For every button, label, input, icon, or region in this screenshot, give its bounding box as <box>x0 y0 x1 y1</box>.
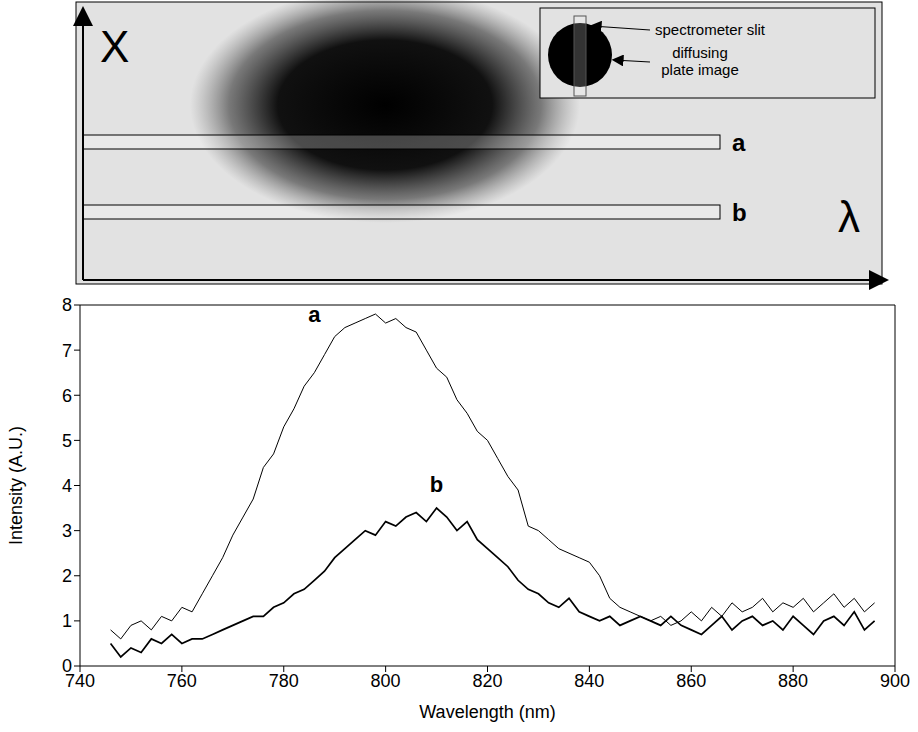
svg-text:6: 6 <box>62 386 72 406</box>
svg-text:0: 0 <box>62 656 72 676</box>
svg-text:b: b <box>430 472 443 497</box>
svg-text:820: 820 <box>472 671 502 691</box>
svg-text:880: 880 <box>778 671 808 691</box>
svg-text:1: 1 <box>62 611 72 631</box>
svg-text:7: 7 <box>62 341 72 361</box>
svg-text:X: X <box>100 22 129 71</box>
svg-text:3: 3 <box>62 521 72 541</box>
svg-text:8: 8 <box>62 295 72 315</box>
svg-text:740: 740 <box>65 670 95 691</box>
svg-text:900: 900 <box>880 671 910 691</box>
svg-text:780: 780 <box>269 671 299 691</box>
svg-text:b: b <box>732 199 747 226</box>
svg-text:plate image: plate image <box>661 61 739 78</box>
svg-text:4: 4 <box>62 476 72 496</box>
svg-text:5: 5 <box>62 431 72 451</box>
svg-text:a: a <box>732 129 746 156</box>
svg-text:spectrometer slit: spectrometer slit <box>655 21 766 38</box>
svg-text:840: 840 <box>574 671 604 691</box>
svg-text:800: 800 <box>371 671 401 691</box>
svg-text:760: 760 <box>167 671 197 691</box>
svg-text:diffusing: diffusing <box>672 44 728 61</box>
svg-text:2: 2 <box>62 566 72 586</box>
svg-text:Intensity (A.U.): Intensity (A.U.) <box>6 426 26 545</box>
svg-text:λ: λ <box>838 192 860 241</box>
svg-text:Wavelength (nm): Wavelength (nm) <box>419 702 555 722</box>
svg-text:a: a <box>308 302 321 327</box>
svg-text:860: 860 <box>676 671 706 691</box>
